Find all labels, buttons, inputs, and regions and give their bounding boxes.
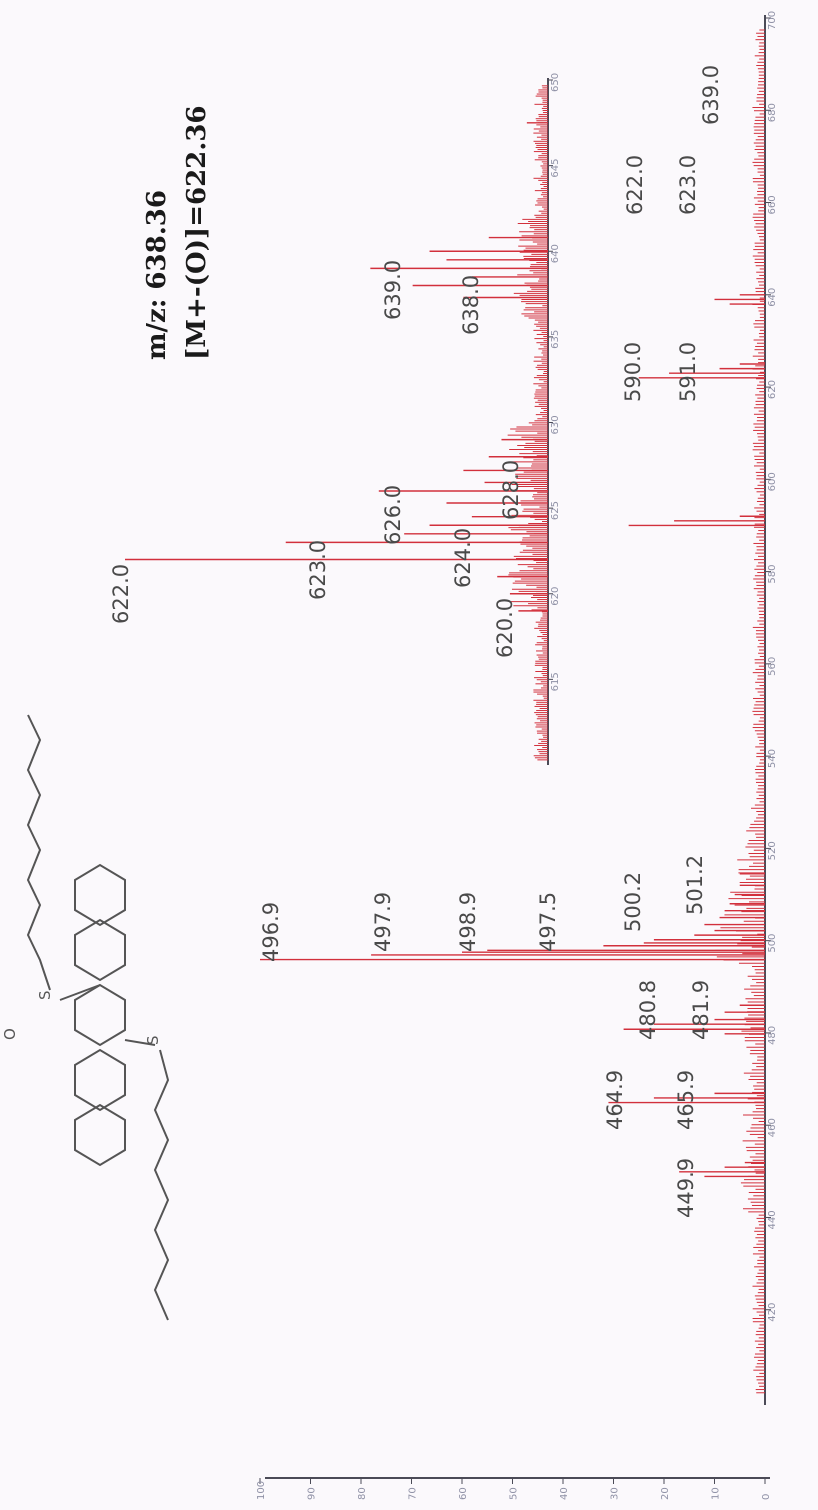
main-x-tick-label: 620 (767, 380, 778, 399)
main-peak-label: 497.5 (536, 892, 560, 952)
inset-x-tick-label: 645 (550, 159, 561, 178)
main-peak-label: 623.0 (676, 155, 700, 215)
main-peak-label: 639.0 (699, 65, 723, 125)
molecule-structure: O S S (1, 714, 170, 1321)
main-x-tick-label: 580 (767, 565, 778, 584)
inset-x-tick-label: 630 (550, 415, 561, 434)
main-x-tick-label: 460 (767, 1118, 778, 1137)
main-y-tick-label: 10 (711, 1487, 722, 1500)
molecule-sulfur-label-bottom: S (144, 1035, 162, 1045)
main-x-tick-label: 440 (767, 1210, 778, 1229)
main-x-tick-label: 700 (767, 11, 778, 30)
main-peak-label: 465.9 (674, 1070, 698, 1130)
annotation-mz: m/z: 638.36 (142, 190, 172, 360)
main-peak-label: 480.8 (636, 980, 660, 1040)
main-y-tick-label: 50 (509, 1487, 520, 1500)
main-peak-label: 498.9 (456, 892, 480, 952)
inset-spectrum-chart: 615 620 625 630 635 640 645 650 620.0 622.0 623.0 6… (109, 73, 561, 765)
main-x-tick-label: 660 (767, 195, 778, 214)
main-peak-label: 590.0 (621, 342, 645, 402)
inset-x-tick-label: 615 (550, 672, 561, 691)
inset-x-tick-label: 635 (550, 330, 561, 349)
inset-peak-label: 622.0 (109, 564, 133, 624)
main-x-tick-label: 520 (767, 841, 778, 860)
inset-peak-label: 623.0 (306, 540, 330, 600)
main-y-tick-label: 60 (458, 1487, 469, 1500)
main-x-tick-label: 420 (767, 1303, 778, 1322)
main-y-tick-label: 100 (256, 1481, 267, 1500)
main-peak-label: 622.0 (623, 155, 647, 215)
main-peak-label: 481.9 (689, 980, 713, 1040)
inset-peak-label: 638.0 (459, 275, 483, 335)
main-x-tick-label: 640 (767, 288, 778, 307)
main-x-tick-label: 480 (767, 1026, 778, 1045)
main-x-tick-label: 560 (767, 657, 778, 676)
main-peak-label: 501.2 (683, 855, 707, 915)
main-x-tick-label: 680 (767, 103, 778, 122)
main-y-tick-label: 0 (761, 1494, 772, 1500)
main-x-tick-label: 540 (767, 749, 778, 768)
main-y-tick-label: 40 (559, 1487, 570, 1500)
main-peak-label: 500.2 (621, 872, 645, 932)
main-y-tick-label: 20 (660, 1487, 671, 1500)
inset-x-tick-label: 650 (550, 73, 561, 92)
main-peak-label: 591.0 (676, 342, 700, 402)
main-y-tick-label: 70 (408, 1487, 419, 1500)
main-x-tick-label: 500 (767, 934, 778, 953)
molecule-oxygen-label: O (1, 1028, 19, 1040)
inset-peak-label: 624.0 (451, 528, 475, 588)
main-peak-label: 449.9 (674, 1158, 698, 1218)
main-peak-label: 496.9 (259, 902, 283, 962)
main-x-tick-label: 600 (767, 472, 778, 491)
main-spectrum-chart: 4204404604805005205405605806006206406606… (256, 11, 778, 1500)
main-y-tick-label: 90 (307, 1487, 318, 1500)
inset-peak-label: 628.0 (499, 460, 523, 520)
inset-x-tick-label: 620 (550, 587, 561, 606)
main-peak-label: 464.9 (603, 1070, 627, 1130)
molecule-sulfur-label-top: S (36, 990, 54, 1000)
main-y-tick-label: 30 (610, 1487, 621, 1500)
main-peak-label: 497.9 (371, 892, 395, 952)
annotation-fragment: [M+-(O)]=622.36 (182, 105, 212, 360)
inset-peak-label: 626.0 (381, 485, 405, 545)
inset-peak-label: 639.0 (381, 260, 405, 320)
main-y-tick-label: 80 (357, 1487, 368, 1500)
inset-x-tick-label: 640 (550, 244, 561, 263)
inset-peak-label: 620.0 (493, 598, 517, 658)
inset-x-tick-label: 625 (550, 501, 561, 520)
